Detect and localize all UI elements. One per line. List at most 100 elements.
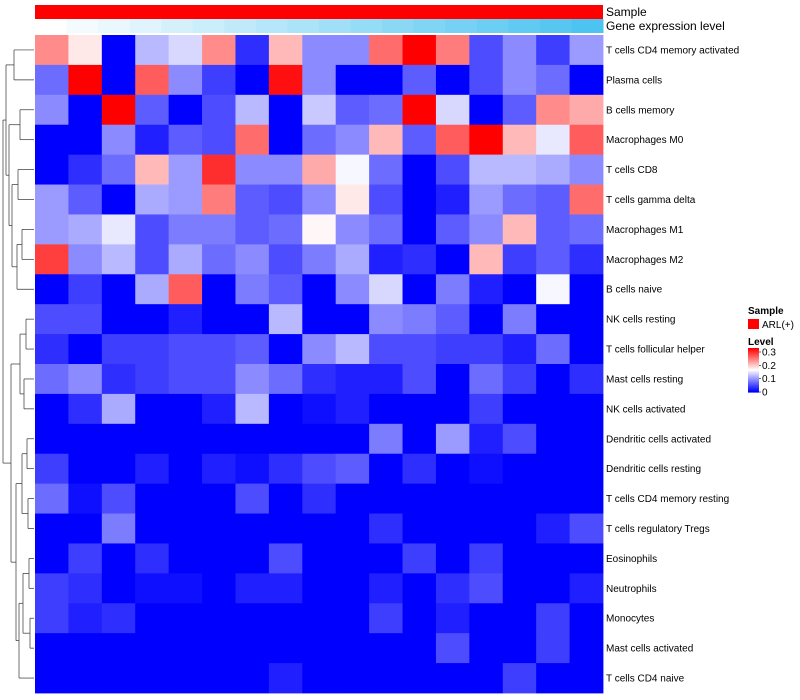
gene-expression-annotation-cell	[413, 19, 446, 33]
heatmap-cell	[536, 393, 570, 425]
heatmap-cell	[469, 64, 504, 96]
colorbar-segment	[748, 352, 759, 354]
heatmap-cell	[335, 423, 370, 455]
legend-level-title: Level	[748, 337, 774, 348]
row-label: Eosinophils	[606, 554, 657, 565]
gene-expression-annotation-cell	[192, 19, 225, 33]
colorbar-segment	[748, 387, 759, 389]
heatmap-cell	[135, 304, 170, 335]
gene-expression-annotation-cell	[508, 19, 541, 33]
heatmap-cell	[569, 453, 604, 485]
heatmap-cell	[369, 334, 403, 365]
heatmap-cell	[268, 453, 303, 485]
gene-expression-annotation-cell	[382, 19, 415, 33]
heatmap-cell	[68, 64, 103, 96]
heatmap-cell	[168, 393, 203, 425]
heatmap-cell	[402, 334, 437, 365]
heatmap-cell	[402, 154, 437, 185]
heatmap-cell	[402, 244, 437, 275]
heatmap-cell	[469, 154, 504, 185]
colorbar-segment	[748, 348, 759, 350]
row-label: Macrophages M0	[606, 135, 684, 146]
heatmap-cell	[536, 154, 570, 185]
heatmap-cell	[536, 184, 570, 215]
heatmap-cell	[268, 663, 303, 694]
heatmap-cell	[101, 393, 136, 425]
heatmap-cell	[101, 663, 136, 694]
heatmap-cell	[402, 483, 437, 514]
heatmap-cell	[135, 543, 170, 574]
heatmap-cell	[101, 214, 136, 245]
heatmap-cell	[536, 633, 570, 664]
heatmap-cell	[569, 603, 604, 634]
colorbar-segment	[748, 388, 759, 390]
heatmap-cell	[402, 573, 437, 604]
heatmap-cell	[335, 393, 370, 425]
heatmap-cell	[435, 453, 470, 485]
heatmap-cell	[202, 154, 236, 185]
colorbar-segment	[748, 361, 759, 363]
row-label: Macrophages M2	[606, 255, 684, 266]
colorbar-segment	[748, 379, 759, 381]
heatmap-cell	[235, 304, 270, 335]
heatmap-cell	[536, 94, 570, 126]
heatmap-cell	[569, 633, 604, 664]
heatmap-cell	[402, 304, 437, 335]
heatmap-cell	[235, 184, 270, 215]
heatmap-cell	[35, 483, 69, 514]
heatmap-cell	[235, 543, 270, 574]
heatmap-cell	[101, 513, 136, 544]
colorbar-segment	[748, 371, 759, 373]
heatmap-cell	[335, 573, 370, 604]
heatmap-cell	[536, 364, 570, 395]
heatmap-cell	[268, 304, 303, 335]
colorbar-segment	[748, 372, 759, 374]
heatmap-cell	[502, 35, 537, 66]
heatmap-cell	[135, 124, 170, 156]
heatmap-cell	[168, 603, 203, 634]
heatmap-cell	[569, 573, 604, 604]
heatmap-cell	[235, 603, 270, 634]
legend-sample-title: Sample	[748, 306, 784, 317]
heatmap-cell	[435, 543, 470, 574]
heatmap-cell	[168, 244, 203, 275]
heatmap-cell	[268, 154, 303, 185]
heatmap-cell	[402, 35, 437, 66]
heatmap-cell	[135, 364, 170, 395]
colorbar-segment	[748, 389, 759, 391]
heatmap-cell	[268, 483, 303, 514]
colorbar-segment	[748, 386, 759, 388]
heatmap-cell	[135, 94, 170, 126]
heatmap-cell	[68, 423, 103, 455]
heatmap-cell	[68, 244, 103, 275]
heatmap-cell	[101, 423, 136, 455]
heatmap-cell	[202, 274, 236, 305]
heatmap-cell	[435, 334, 470, 365]
heatmap-cell	[369, 573, 403, 604]
heatmap-cell	[168, 334, 203, 365]
heatmap-cell	[335, 663, 370, 694]
heatmap-cell	[502, 124, 537, 156]
heatmap-cell	[101, 453, 136, 485]
heatmap-cell	[502, 513, 537, 544]
heatmap-cell	[469, 94, 504, 126]
heatmap-cell	[68, 633, 103, 664]
heatmap-cell	[569, 124, 604, 156]
heatmap-cell	[135, 483, 170, 514]
heatmap-cell	[369, 483, 403, 514]
heatmap-cell	[35, 334, 69, 365]
heatmap-cell	[335, 124, 370, 156]
colorbar-segment	[748, 378, 759, 380]
heatmap-cell	[536, 214, 570, 245]
colorbar-segment	[748, 349, 759, 351]
colorbar-segment	[748, 373, 759, 375]
gene-expression-annotation-cell	[66, 19, 99, 33]
heatmap-cell	[502, 304, 537, 335]
heatmap-cell	[469, 483, 504, 514]
colorbar-segment	[748, 363, 759, 365]
heatmap-cell	[135, 35, 170, 66]
heatmap-cell	[101, 94, 136, 126]
heatmap-cell	[235, 573, 270, 604]
heatmap-cell	[135, 633, 170, 664]
colorbar-tick-label: 0	[762, 388, 768, 399]
